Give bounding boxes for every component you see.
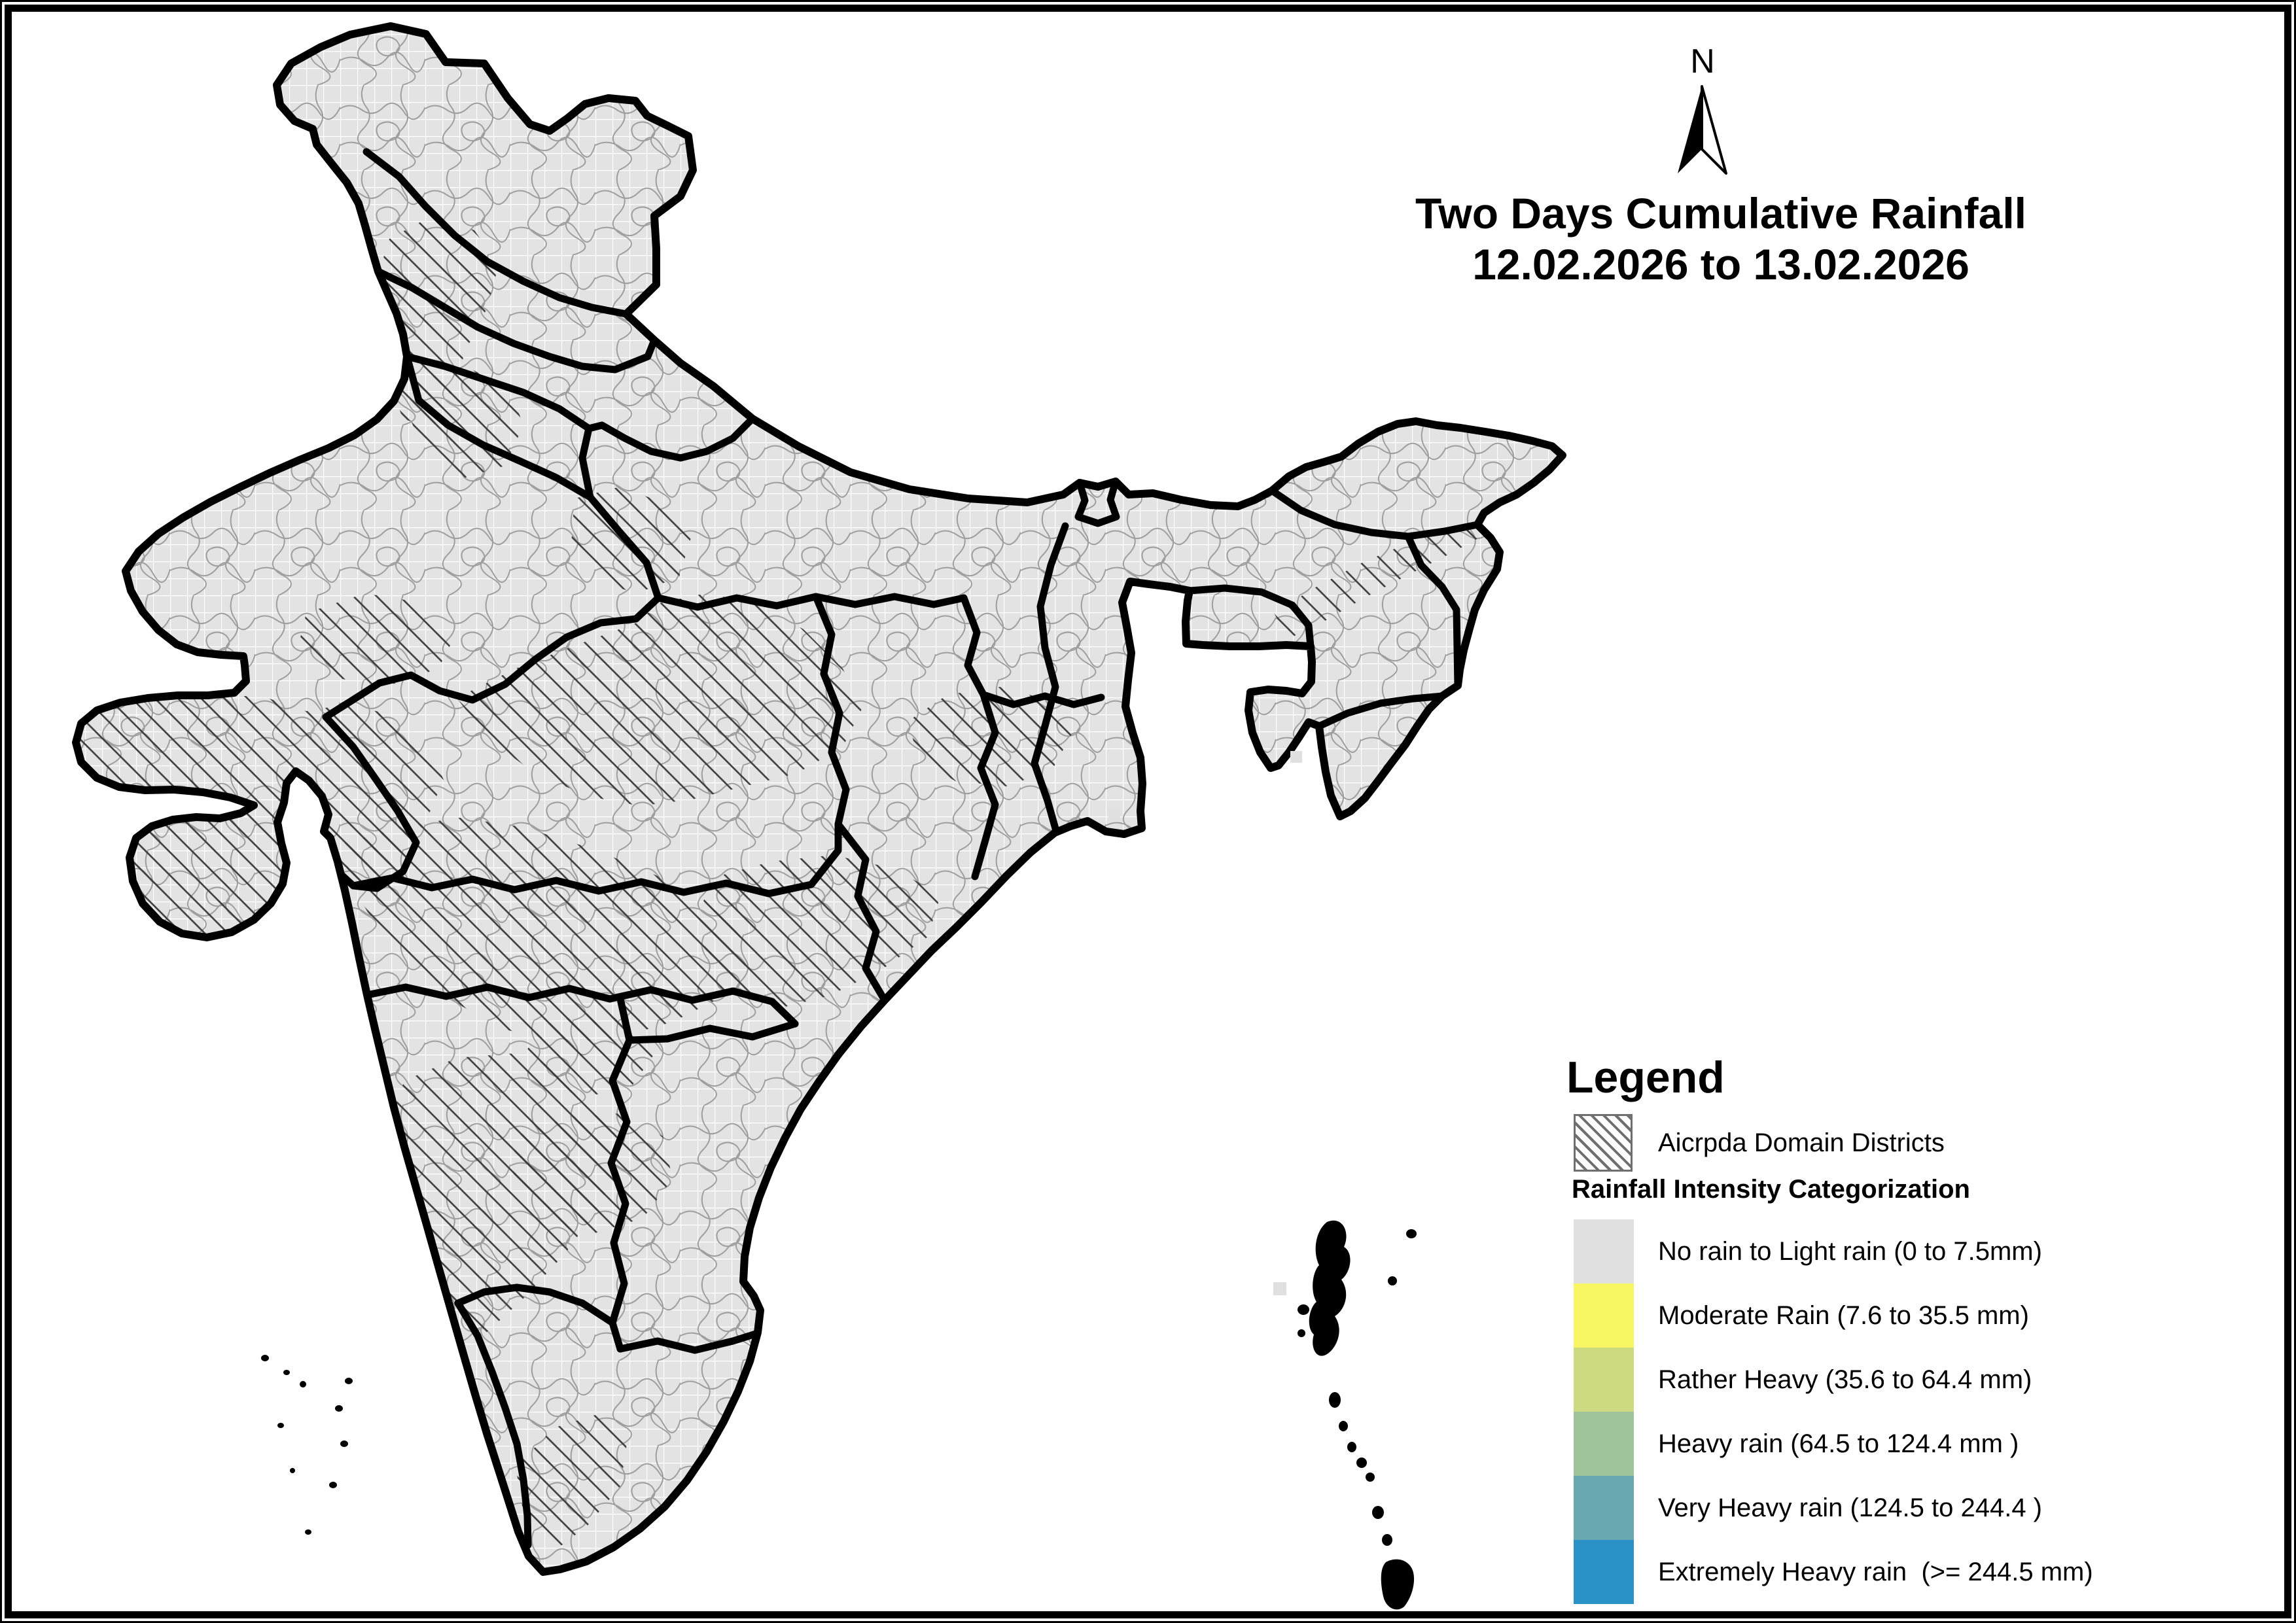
- legend-swatch-heavy: [1574, 1412, 1634, 1476]
- lakshadweep-islands: [261, 1355, 353, 1535]
- north-arrow-label: N: [1690, 43, 1715, 80]
- legend-label-heavy: Heavy rain (64.5 to 124.4 mm ): [1658, 1429, 2019, 1458]
- legend-label-very-heavy: Very Heavy rain (124.5 to 244.4 ): [1658, 1493, 2042, 1522]
- legend-label-moderate: Moderate Rain (7.6 to 35.5 mm): [1658, 1301, 2029, 1330]
- legend-label-extremely-heavy: Extremely Heavy rain (>= 244.5 mm): [1658, 1558, 2093, 1586]
- legend-swatch-extremely-heavy: [1574, 1540, 1634, 1604]
- rainfall-intensity-subheading: Rainfall Intensity Categorization: [1572, 1175, 1970, 1204]
- legend-label-no-rain: No rain to Light rain (0 to 7.5mm): [1658, 1237, 2042, 1266]
- aicrpda-domain-label: Aicrpda Domain Districts: [1658, 1128, 1945, 1157]
- legend-row: Rather Heavy (35.6 to 64.4 mm): [1574, 1348, 2228, 1412]
- legend-row: Moderate Rain (7.6 to 35.5 mm): [1574, 1283, 2228, 1348]
- legend-swatch-very-heavy: [1574, 1476, 1634, 1540]
- legend-row: Extremely Heavy rain (>= 244.5 mm): [1574, 1540, 2228, 1604]
- legend-swatch-rather-heavy: [1574, 1348, 1634, 1412]
- legend-swatch-no-rain: [1574, 1219, 1634, 1283]
- north-arrow-icon: [1678, 85, 1727, 175]
- aicrpda-hatch-swatch: [1574, 1114, 1633, 1172]
- map-title-line2: 12.02.2026 to 13.02.2026: [1472, 239, 1969, 288]
- legend-swatch-moderate: [1574, 1283, 1634, 1348]
- map-title-line1: Two Days Cumulative Rainfall: [1415, 189, 2026, 237]
- map-title: Two Days Cumulative Rainfall 12.02.2026 …: [1322, 188, 2120, 290]
- legend-row: No rain to Light rain (0 to 7.5mm): [1574, 1219, 2228, 1283]
- legend-row: Heavy rain (64.5 to 124.4 mm ): [1574, 1412, 2228, 1476]
- rainfall-legend: No rain to Light rain (0 to 7.5mm) Moder…: [1574, 1219, 2228, 1604]
- andaman-nicobar-islands: [1298, 1220, 1417, 1610]
- legend-label-rather-heavy: Rather Heavy (35.6 to 64.4 mm): [1658, 1365, 2032, 1394]
- legend-row: Very Heavy rain (124.5 to 244.4 ): [1574, 1476, 2228, 1540]
- legend-heading: Legend: [1566, 1053, 1725, 1102]
- state-borders: [322, 148, 1481, 1549]
- aicrpda-hatch-regions: [76, 216, 1485, 1553]
- stray-raster-cells: [1108, 751, 1302, 1295]
